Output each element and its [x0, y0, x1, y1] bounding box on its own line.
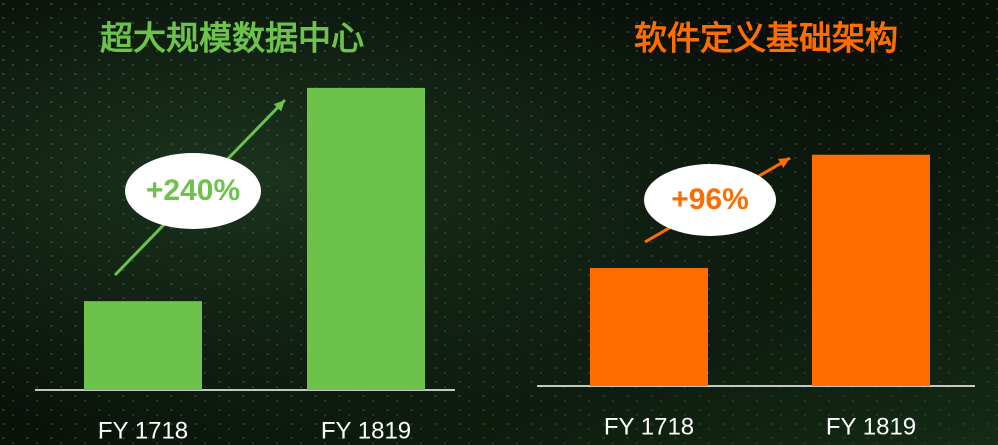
annotation: +96%	[671, 183, 749, 216]
annotation: +240%	[146, 174, 240, 207]
bar	[84, 301, 202, 390]
x-tick-label: FY 1819	[826, 413, 916, 440]
chart: 超大规模数据中心 FY 1718 FY 1819 +240% 软件定义基础架构 FY 17…	[0, 0, 998, 445]
x-tick-label: FY 1819	[321, 417, 411, 444]
chart-title: 超大规模数据中心	[100, 19, 364, 58]
bar	[590, 268, 708, 386]
x-tick-label: FY 1718	[604, 413, 694, 440]
bar	[307, 88, 425, 390]
bar	[812, 155, 930, 386]
page: {"chart_data": [ {"type": "bar", "title"…	[0, 0, 998, 445]
x-tick-label: FY 1718	[98, 417, 188, 444]
chart-title: 软件定义基础架构	[634, 19, 898, 58]
